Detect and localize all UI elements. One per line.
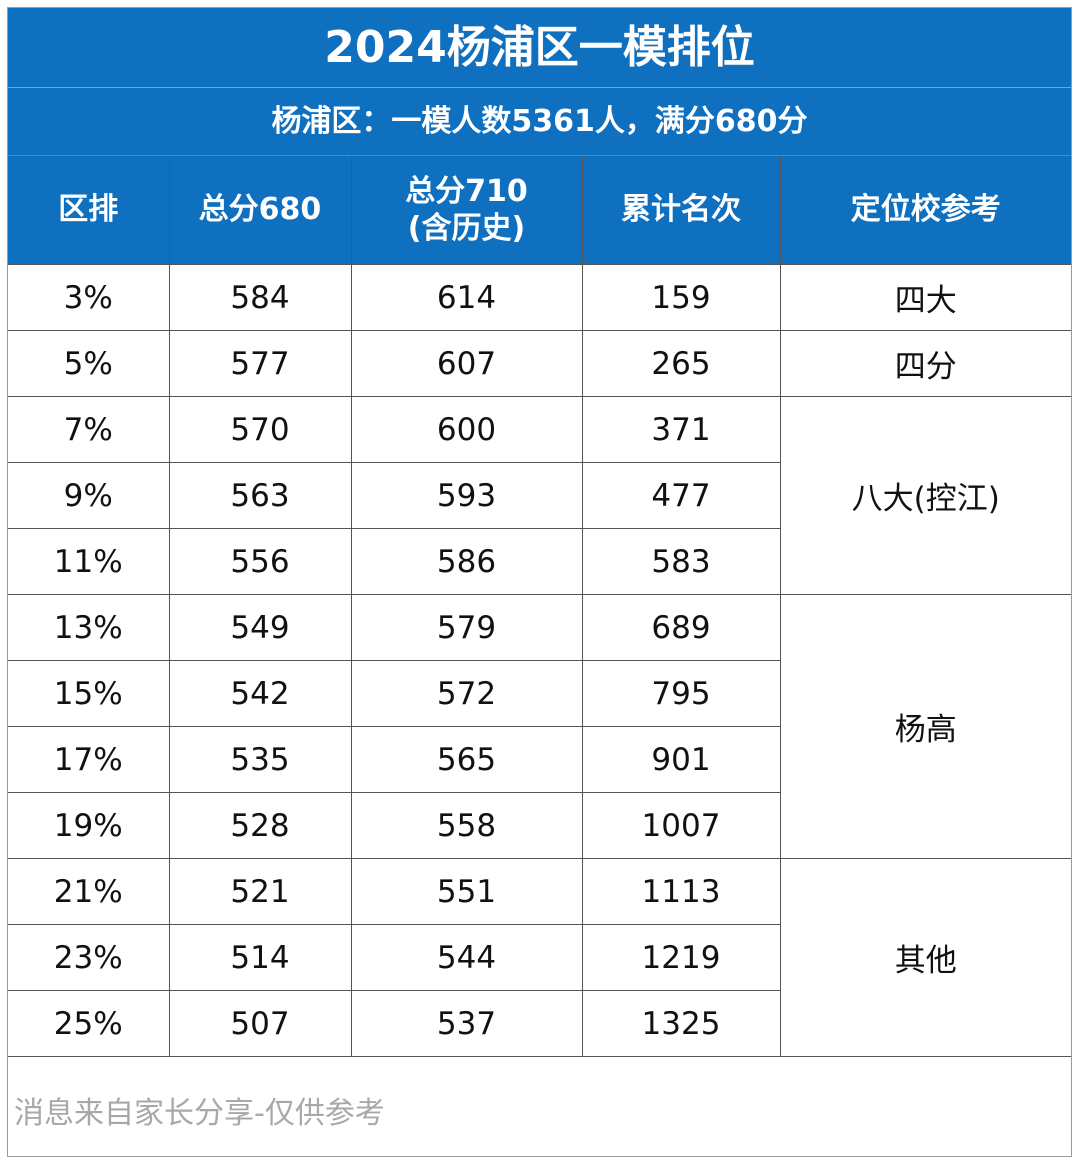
cell-total-710: 551: [351, 858, 583, 925]
table-body: 3% 584 614 159 四大 5% 577 607 265 四分 7% 570 600 371 八大(…: [8, 264, 1071, 1057]
table-row: 7% 570 600 371 八大(控江): [8, 396, 1071, 595]
page-title: 2024杨浦区一模排位: [8, 8, 1071, 88]
cell-total-710: 607: [351, 330, 583, 397]
cell-district-rank: 21%: [8, 858, 170, 925]
cell-school-reference: 其他: [780, 858, 1071, 1057]
header-district-rank: 区排: [8, 156, 170, 265]
cell-total-680: 584: [169, 264, 352, 331]
cell-cumulative-rank: 1325: [582, 990, 781, 1057]
cell-school-reference: 四大: [780, 264, 1071, 331]
cell-total-680: 535: [169, 726, 352, 793]
cell-district-rank: 23%: [8, 924, 170, 991]
cell-total-710: 600: [351, 396, 583, 463]
header-school-reference: 定位校参考: [780, 156, 1071, 265]
source-footnote: 消息来自家长分享-仅供参考: [14, 1096, 385, 1131]
cell-district-rank: 9%: [8, 462, 170, 529]
table-row: 19% 528 558 1007: [8, 792, 1071, 859]
page-subtitle: 杨浦区：一模人数5361人，满分680分: [8, 88, 1071, 156]
table-row: 9% 563 593 477: [8, 462, 1071, 529]
cell-total-710: 614: [351, 264, 583, 331]
cell-total-680: 528: [169, 792, 352, 859]
cell-cumulative-rank: 1219: [582, 924, 781, 991]
cell-district-rank: 25%: [8, 990, 170, 1057]
cell-cumulative-rank: 1113: [582, 858, 781, 925]
cell-cumulative-rank: 477: [582, 462, 781, 529]
cell-cumulative-rank: 371: [582, 396, 781, 463]
cell-total-710: 537: [351, 990, 583, 1057]
table-row: 15% 542 572 795: [8, 660, 1071, 727]
table-row: 13% 549 579 689 杨高: [8, 594, 1071, 859]
cell-total-680: 507: [169, 990, 352, 1057]
table-row: 5% 577 607 265 四分: [8, 330, 1071, 397]
cell-total-680: 570: [169, 396, 352, 463]
cell-cumulative-rank: 583: [582, 528, 781, 595]
cell-total-710: 586: [351, 528, 583, 595]
cell-total-680: 514: [169, 924, 352, 991]
cell-district-rank: 11%: [8, 528, 170, 595]
cell-district-rank: 15%: [8, 660, 170, 727]
table-row: 11% 556 586 583: [8, 528, 1071, 595]
cell-district-rank: 13%: [8, 594, 170, 661]
cell-district-rank: 3%: [8, 264, 170, 331]
cell-total-680: 521: [169, 858, 352, 925]
ranking-card: 2024杨浦区一模排位 杨浦区：一模人数5361人，满分680分 区排 总分68…: [7, 7, 1072, 1157]
cell-total-680: 542: [169, 660, 352, 727]
ranking-table: 区排 总分680 总分710 (含历史) 累计名次 定位校参考 3% 584 614…: [8, 156, 1071, 1057]
cell-school-reference: 杨高: [780, 594, 1071, 859]
cell-total-710: 579: [351, 594, 583, 661]
cell-total-710: 565: [351, 726, 583, 793]
cell-total-710: 593: [351, 462, 583, 529]
cell-total-680: 577: [169, 330, 352, 397]
table-header-row: 区排 总分680 总分710 (含历史) 累计名次 定位校参考: [8, 156, 1071, 265]
table-row: 3% 584 614 159 四大: [8, 264, 1071, 331]
table-row: 21% 521 551 1113 其他: [8, 858, 1071, 1057]
cell-district-rank: 19%: [8, 792, 170, 859]
cell-total-710: 558: [351, 792, 583, 859]
table-row: 17% 535 565 901: [8, 726, 1071, 793]
table-row: 23% 514 544 1219: [8, 924, 1071, 991]
header-total-710: 总分710 (含历史): [351, 156, 583, 265]
cell-total-680: 556: [169, 528, 352, 595]
cell-cumulative-rank: 265: [582, 330, 781, 397]
cell-school-reference: 四分: [780, 330, 1071, 397]
cell-cumulative-rank: 901: [582, 726, 781, 793]
cell-school-reference: 八大(控江): [780, 396, 1071, 595]
header-total-680: 总分680: [169, 156, 352, 265]
cell-district-rank: 7%: [8, 396, 170, 463]
cell-total-710: 572: [351, 660, 583, 727]
cell-cumulative-rank: 689: [582, 594, 781, 661]
cell-total-680: 563: [169, 462, 352, 529]
cell-cumulative-rank: 795: [582, 660, 781, 727]
cell-cumulative-rank: 159: [582, 264, 781, 331]
cell-district-rank: 17%: [8, 726, 170, 793]
cell-total-680: 549: [169, 594, 352, 661]
table-row: 25% 507 537 1325: [8, 990, 1071, 1057]
cell-total-710: 544: [351, 924, 583, 991]
cell-cumulative-rank: 1007: [582, 792, 781, 859]
header-cumulative-rank: 累计名次: [582, 156, 781, 265]
cell-district-rank: 5%: [8, 330, 170, 397]
